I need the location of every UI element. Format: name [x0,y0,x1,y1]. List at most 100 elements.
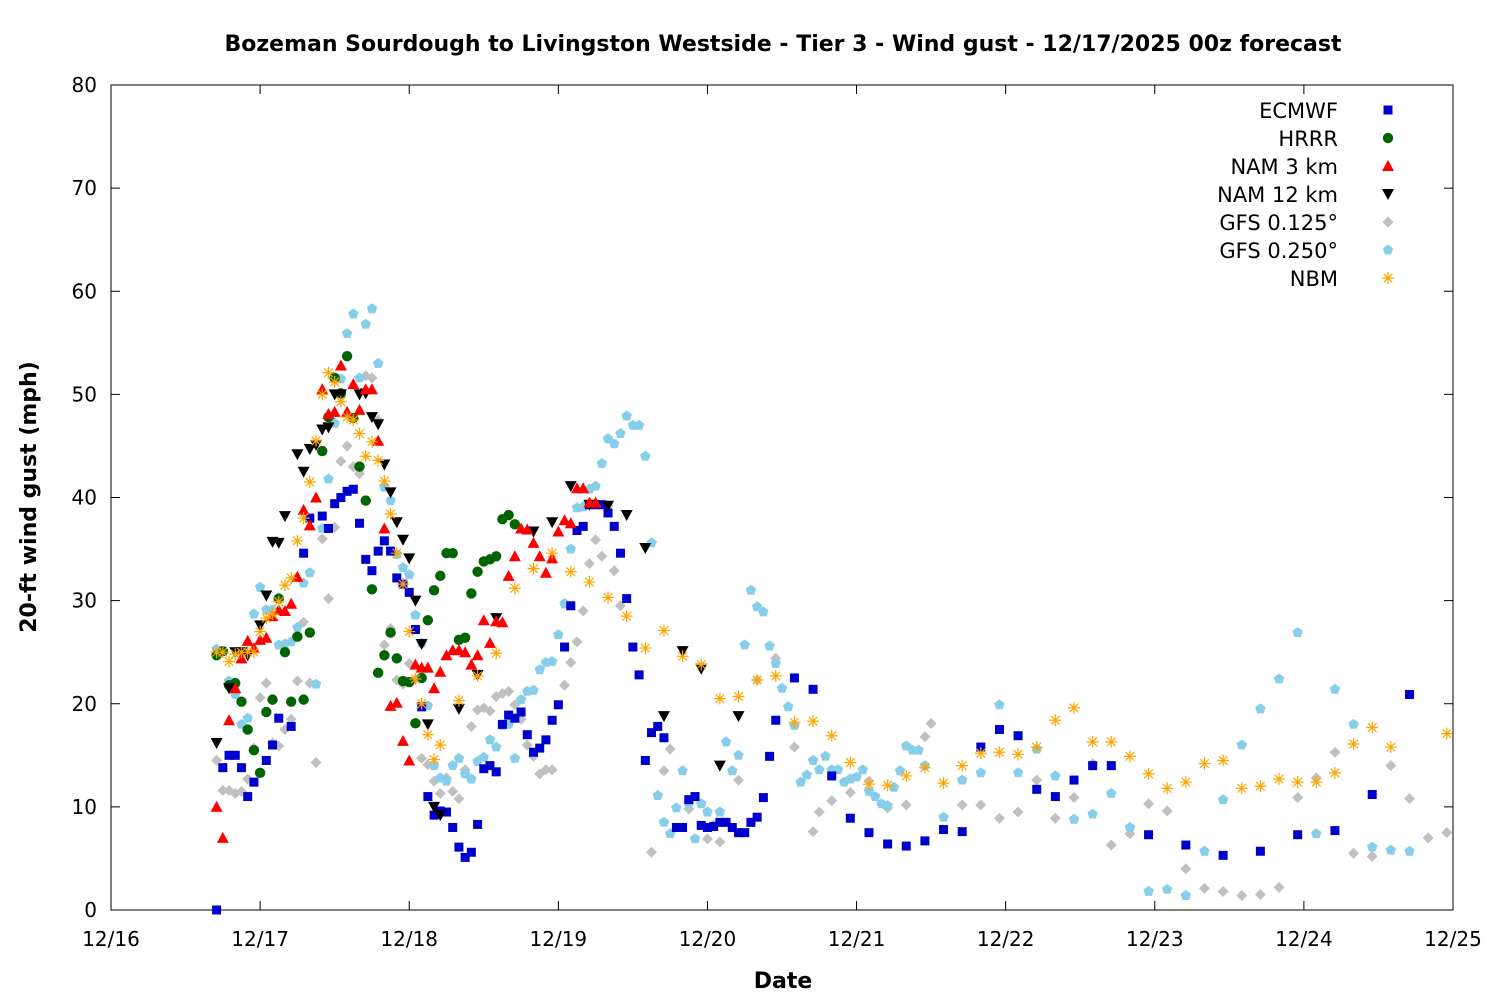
data-point [322,366,335,379]
data-point [596,550,608,562]
data-point [863,785,875,796]
data-point [1404,845,1415,856]
data-point [490,647,503,660]
data-point [583,576,596,589]
data-point [454,842,464,852]
x-tick-label: 12/18 [380,927,438,951]
data-point [434,810,447,822]
data-point [410,718,421,729]
data-point [807,755,819,765]
data-point [864,828,874,838]
data-point [347,414,360,427]
legend-marker [1382,160,1394,171]
data-point [272,537,285,549]
data-point [1310,776,1323,789]
data-point [503,509,514,521]
x-axis-label: Date [754,969,813,994]
data-point [497,719,507,729]
data-point [435,570,446,582]
legend-label: ECMWF [1259,99,1338,123]
data-point [994,699,1005,710]
data-point [1032,784,1042,794]
data-point [976,742,986,752]
data-point [310,757,322,769]
data-point [639,543,652,555]
data-point [403,754,416,766]
data-point [1235,782,1248,795]
y-tick-label: 0 [84,898,97,922]
data-point [428,801,441,813]
data-point [334,389,347,401]
data-point [813,806,825,818]
data-point [715,817,725,827]
data-point [882,800,893,811]
data-point [466,773,477,784]
data-point [1105,735,1118,748]
series-nam-3-km [210,359,602,843]
data-point [334,395,347,408]
data-point [1404,793,1416,805]
data-point [372,419,385,431]
data-point [248,608,260,619]
data-point [366,584,378,595]
data-point [795,776,806,787]
data-point [1050,792,1060,802]
data-point [355,518,365,528]
data-point [397,562,409,573]
data-point [360,495,371,506]
data-point [428,753,441,766]
data-point [423,792,433,802]
data-point [291,570,304,582]
x-tick-label: 12/17 [231,927,289,951]
data-point [541,735,551,745]
data-point [453,793,465,805]
data-point [1161,805,1173,817]
data-point [564,481,577,493]
data-point [647,728,657,738]
data-point [365,412,378,424]
data-point [771,715,781,725]
data-point [918,761,931,774]
data-point [448,823,458,832]
data-point [502,569,515,581]
data-point [820,750,831,761]
legend-label: GFS 0.250° [1219,239,1338,263]
data-point [397,578,410,591]
data-point [1385,844,1397,855]
data-point [372,454,385,467]
data-point [348,484,358,494]
data-point [267,694,278,705]
data-point [1143,885,1154,896]
data-point [1088,761,1098,771]
data-point [1144,830,1154,840]
data-point [937,777,950,790]
data-point [994,725,1004,735]
data-point [285,696,297,707]
data-point [684,795,694,805]
data-point [534,664,545,675]
data-point [938,811,949,822]
data-point [913,744,924,755]
data-point [254,692,266,704]
data-point [365,435,378,448]
data-point [372,667,384,679]
data-point [416,752,428,764]
data-point [223,683,236,695]
data-point [1292,627,1303,637]
data-point [765,751,775,761]
data-point [1254,889,1266,901]
data-point [1236,890,1248,902]
data-point [354,461,365,472]
data-point [260,612,273,625]
data-point [615,428,626,438]
data-point [316,388,329,401]
data-point [236,763,246,773]
data-point [428,682,441,694]
data-point [447,547,458,559]
data-point [384,699,397,711]
x-tick-label: 12/23 [1126,927,1184,951]
data-point [1384,741,1397,754]
data-point [696,820,706,830]
data-point [657,624,670,637]
data-point [496,616,509,628]
